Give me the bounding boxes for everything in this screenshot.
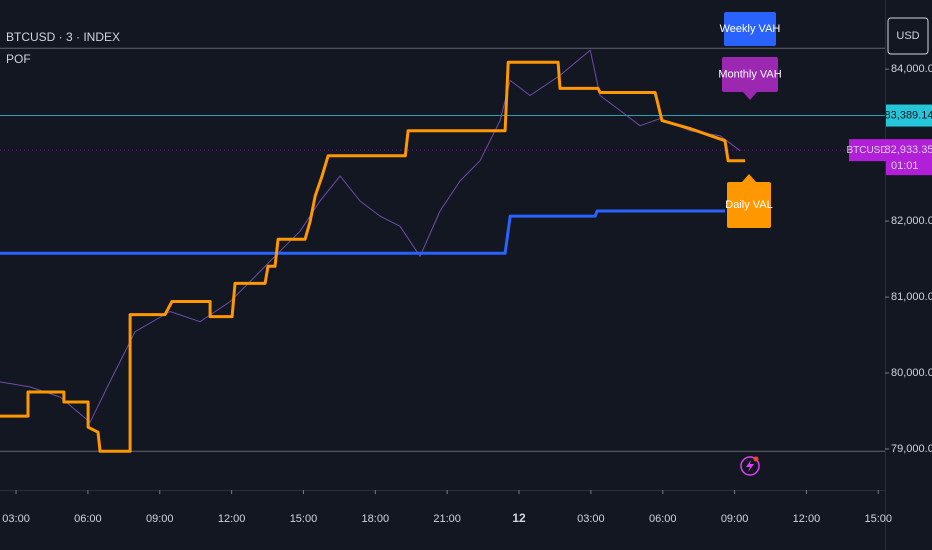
countdown: 01:01 <box>891 160 919 172</box>
x-tick-label: 06:00 <box>649 513 677 525</box>
series-line <box>0 49 741 423</box>
last-price-label: 82,933.35 <box>885 144 932 156</box>
annotation-box <box>727 182 771 228</box>
y-tick-label: 82,000.00 <box>891 215 932 227</box>
price-tag-label: 83,389.14 <box>885 109 932 121</box>
annotation-text: Weekly VAH <box>720 23 781 35</box>
x-tick-label: 12:00 <box>793 513 821 525</box>
x-tick-label: 09:00 <box>721 513 749 525</box>
x-tick-label: 03:00 <box>2 513 30 525</box>
price-tag <box>886 104 932 127</box>
currency-label: USD <box>896 30 919 42</box>
series-line <box>0 60 746 453</box>
x-tick-label: 12 <box>512 511 526 525</box>
last-price-tag <box>886 139 932 176</box>
x-tick-label: 21:00 <box>433 513 461 525</box>
plot-area <box>0 47 885 453</box>
icon-bolt <box>746 460 754 472</box>
y-tick-label: 84,000.00 <box>891 63 932 75</box>
symbol-title: BTCUSD · 3 · INDEX <box>6 30 120 44</box>
last-price-name: BTCUSD <box>846 145 887 156</box>
annotation-box <box>722 57 778 92</box>
currency-box[interactable] <box>887 17 929 55</box>
x-tick-label: 18:00 <box>362 513 390 525</box>
annotation-text: Monthly VAH <box>718 68 781 80</box>
y-tick-label: 79,000.00 <box>891 443 932 455</box>
x-tick-label: 06:00 <box>74 513 102 525</box>
annotation-arrow <box>743 92 757 100</box>
indicator-name: POF <box>6 52 31 66</box>
last-price-name-tag <box>849 139 886 162</box>
annotation-box <box>724 12 776 46</box>
annotation-text: Daily VAL <box>725 199 772 211</box>
y-tick-label: 80,000.00 <box>891 367 932 379</box>
lightning-icon[interactable] <box>740 456 760 476</box>
annotation-arrow <box>742 174 756 182</box>
x-tick-label: 09:00 <box>146 513 174 525</box>
x-tick-label: 03:00 <box>577 513 605 525</box>
icon-dot <box>753 456 759 462</box>
y-tick-label: 81,000.00 <box>891 291 932 303</box>
series-line <box>0 209 725 255</box>
x-tick-label: 15:00 <box>865 513 893 525</box>
x-tick-label: 15:00 <box>290 513 318 525</box>
icon-ring <box>740 456 760 476</box>
x-tick-label: 12:00 <box>218 513 246 525</box>
